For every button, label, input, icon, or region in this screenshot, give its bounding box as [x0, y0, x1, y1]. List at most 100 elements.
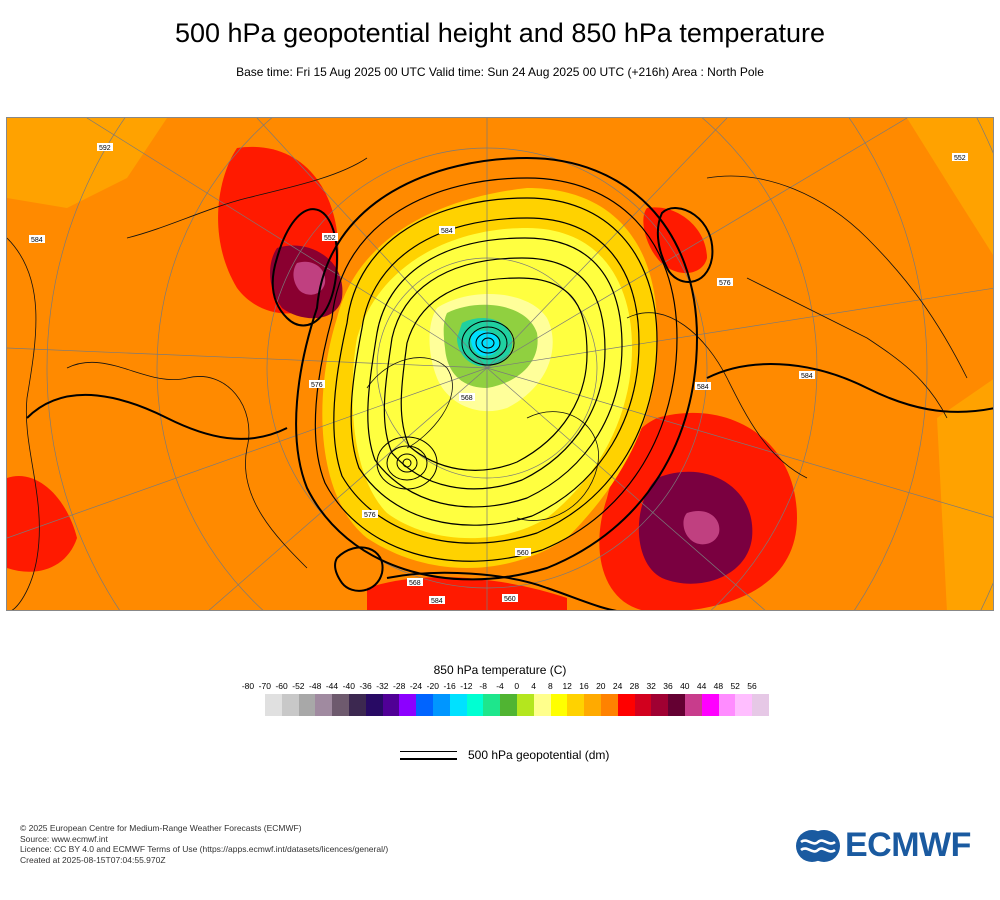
forecast-map: 584 552 576 568 560 576 584 592 584 576 …	[6, 117, 994, 611]
credit-licence: Licence: CC BY 4.0 and ECMWF Terms of Us…	[20, 844, 389, 854]
legend-swatch	[634, 694, 652, 716]
contour-label-box	[459, 393, 475, 401]
contour-label-box	[515, 548, 531, 556]
contour-label: 584	[441, 228, 453, 235]
credits: © 2025 European Centre for Medium-Range …	[20, 823, 388, 865]
page-title: 500 hPa geopotential height and 850 hPa …	[174, 18, 825, 48]
legend-swatch	[684, 694, 702, 716]
legend-tick: 44	[696, 681, 707, 691]
legend-swatch	[752, 694, 769, 716]
contour-label: 592	[99, 145, 111, 152]
legend-tick: -40	[342, 681, 355, 691]
legend-tick: 56	[747, 681, 757, 691]
legend-tick: 24	[612, 681, 623, 691]
legend-tick: 12	[562, 681, 572, 691]
geopotential-legend-label: 500 hPa geopotential (dm)	[468, 748, 610, 762]
contour-label: 552	[324, 235, 336, 242]
contour-label: 584	[697, 384, 709, 391]
legend-tick: -32	[376, 681, 389, 691]
legend-tick: 32	[646, 681, 656, 691]
legend-swatch	[382, 694, 400, 716]
credit-created: Created at 2025-08-15T07:04:55.970Z	[20, 854, 166, 865]
legend-swatch	[298, 694, 316, 716]
temperature-field-warm-nw	[7, 118, 167, 208]
credit-source: Source: www.ecmwf.int	[20, 833, 108, 844]
page-subtitle: Base time: Fri 15 Aug 2025 00 UTC Valid …	[236, 65, 764, 79]
legend-tick: -52	[292, 681, 305, 691]
legend-swatch	[533, 694, 551, 716]
hot-region-southwest	[7, 476, 77, 572]
geopotential-legend-line-icon	[400, 748, 457, 762]
legend-swatch	[265, 694, 282, 716]
contour-label: 584	[31, 237, 43, 244]
contour-label-box	[429, 596, 445, 604]
contour-label-box	[407, 578, 423, 586]
legend-tick: 28	[629, 681, 640, 691]
contour-label-box	[362, 510, 378, 518]
legend-tick: -70	[258, 681, 271, 691]
legend-swatch	[617, 694, 635, 716]
legend-tick: 8	[548, 681, 553, 691]
temperature-legend-title: 850 hPa temperature (C)	[433, 663, 567, 677]
legend-tick: 36	[663, 681, 673, 691]
coastlines	[7, 157, 968, 610]
legend-swatch	[483, 694, 501, 716]
legend-tick: -36	[359, 681, 372, 691]
legend-swatch	[416, 694, 433, 716]
legend-swatch	[466, 694, 484, 716]
legend-swatch	[500, 694, 517, 716]
legend-swatch	[718, 694, 736, 716]
graticule	[7, 118, 993, 610]
ecmwf-logo-icon	[796, 829, 840, 862]
contour-labels: 584 552 576 568 560 576 584 592 584 576 …	[29, 143, 968, 605]
legend-tick: -8	[479, 681, 487, 691]
contour-label-box	[309, 380, 325, 388]
legend-swatch	[516, 694, 534, 716]
contour-label: 584	[801, 373, 813, 380]
contour-label-box	[799, 371, 815, 379]
map-canvas: 584 552 576 568 560 576 584 592 584 576 …	[7, 118, 993, 610]
hot-core-west-peak	[293, 261, 326, 295]
temperature-field-warm-se	[937, 379, 993, 610]
legend-swatch	[332, 694, 349, 716]
geopotential-contours	[26, 156, 993, 610]
contour-label: 584	[431, 598, 443, 605]
contour-label: 568	[461, 395, 473, 402]
contour-label-box	[717, 278, 733, 286]
temperature-field-warm-ne	[907, 118, 993, 255]
legend-swatch	[432, 694, 450, 716]
legend-swatch	[315, 694, 333, 716]
temperature-legend-ticks: -80 -70 -60 -52 -48 -44 -40 -36 -32 -28 -24 -20 -16-…	[240, 681, 760, 693]
contour-label: 560	[504, 596, 516, 603]
hot-core-east-peak	[683, 510, 720, 545]
legend-swatch	[701, 694, 719, 716]
legend-swatch	[668, 694, 685, 716]
legend-tick: 48	[713, 681, 724, 691]
legend-swatch	[735, 694, 753, 716]
contour-label: 576	[719, 280, 731, 287]
legend-tick: -12	[460, 681, 473, 691]
legend-tick: 20	[596, 681, 606, 691]
credit-copyright: © 2025 European Centre for Medium-Range …	[20, 823, 302, 833]
contour-label: 576	[311, 382, 323, 389]
contour-label-box	[97, 143, 113, 151]
contour-label: 576	[364, 512, 376, 519]
legend-tick: -80	[241, 681, 255, 691]
legend-tick: 0	[514, 681, 520, 691]
legend-tick: -20	[426, 681, 439, 691]
legend-tick: 16	[579, 681, 589, 691]
contour-label-box	[29, 235, 45, 243]
contour-label-box	[502, 594, 518, 602]
legend-tick: -60	[275, 681, 288, 691]
legend-tick: -28	[393, 681, 406, 691]
legend-swatch	[348, 694, 366, 716]
legend-tick: 40	[680, 681, 690, 691]
geopotential-legend: 500 hPa geopotential (dm)	[400, 748, 609, 762]
legend-tick: -48	[309, 681, 322, 691]
legend-tick: -24	[409, 681, 423, 691]
legend-tick: -44	[325, 681, 339, 691]
contour-label-box	[439, 226, 455, 234]
legend-tick: -16	[443, 681, 456, 691]
legend-tick: -4	[496, 681, 504, 691]
legend-swatch	[584, 694, 601, 716]
